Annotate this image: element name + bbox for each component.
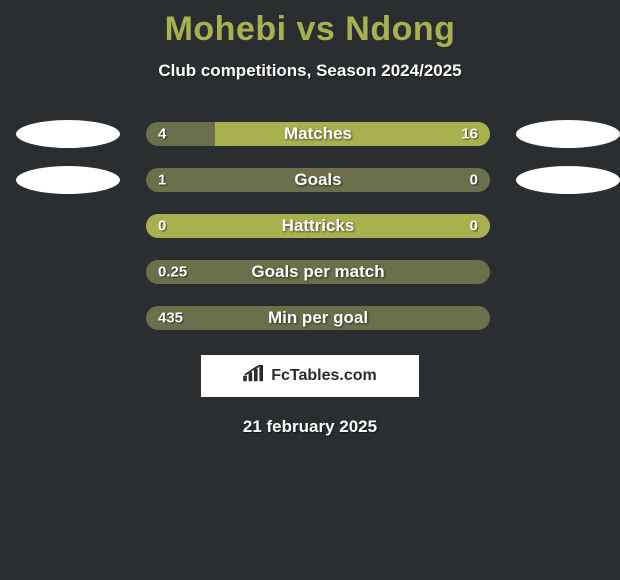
player-right-marker-slot <box>508 166 620 194</box>
stat-row: 0 0 Hattricks <box>8 203 612 249</box>
stat-label: Matches <box>284 124 352 144</box>
player-marker <box>516 120 620 148</box>
stat-row: 0.25 Goals per match <box>8 249 612 295</box>
stat-value-left: 4 <box>158 126 166 143</box>
attribution-badge-wrap: FcTables.com <box>8 355 612 397</box>
stat-value-left: 0 <box>158 218 166 235</box>
stat-label: Min per goal <box>268 308 368 328</box>
stat-row: 1 0 Goals <box>8 157 612 203</box>
stat-value-right: 16 <box>461 126 478 143</box>
player-marker <box>16 120 120 148</box>
stat-label: Hattricks <box>282 216 355 236</box>
stat-label: Goals <box>294 170 341 190</box>
stat-row: 4 16 Matches <box>8 111 612 157</box>
date-text: 21 february 2025 <box>8 417 612 437</box>
comparison-infographic: Mohebi vs Ndong Club competitions, Seaso… <box>0 0 620 437</box>
stat-bar: 435 Min per goal <box>146 306 490 330</box>
stat-bars: 4 16 Matches 1 0 Goals 0 0 Hattricks 0.25 Goals pe… <box>8 111 612 341</box>
stat-bar: 0 0 Hattricks <box>146 214 490 238</box>
stat-value-left: 1 <box>158 172 166 189</box>
player-left-marker-slot <box>8 166 128 194</box>
subtitle: Club competitions, Season 2024/2025 <box>8 61 612 81</box>
stat-label: Goals per match <box>251 262 384 282</box>
stat-value-right: 0 <box>470 172 478 189</box>
stat-value-left: 0.25 <box>158 264 187 281</box>
stat-value-right: 0 <box>470 218 478 235</box>
attribution-badge: FcTables.com <box>201 355 419 397</box>
stat-row: 435 Min per goal <box>8 295 612 341</box>
player-marker <box>516 166 620 194</box>
stat-bar: 4 16 Matches <box>146 122 490 146</box>
player-right-marker-slot <box>508 120 620 148</box>
stat-bar-left <box>146 122 215 146</box>
player-marker <box>16 166 120 194</box>
attribution-text: FcTables.com <box>271 367 377 385</box>
page-title: Mohebi vs Ndong <box>8 10 612 49</box>
stat-value-left: 435 <box>158 310 183 327</box>
stat-bar: 0.25 Goals per match <box>146 260 490 284</box>
bars-icon <box>243 365 265 388</box>
stat-bar: 1 0 Goals <box>146 168 490 192</box>
stat-bar-right <box>215 122 490 146</box>
player-left-marker-slot <box>8 120 128 148</box>
